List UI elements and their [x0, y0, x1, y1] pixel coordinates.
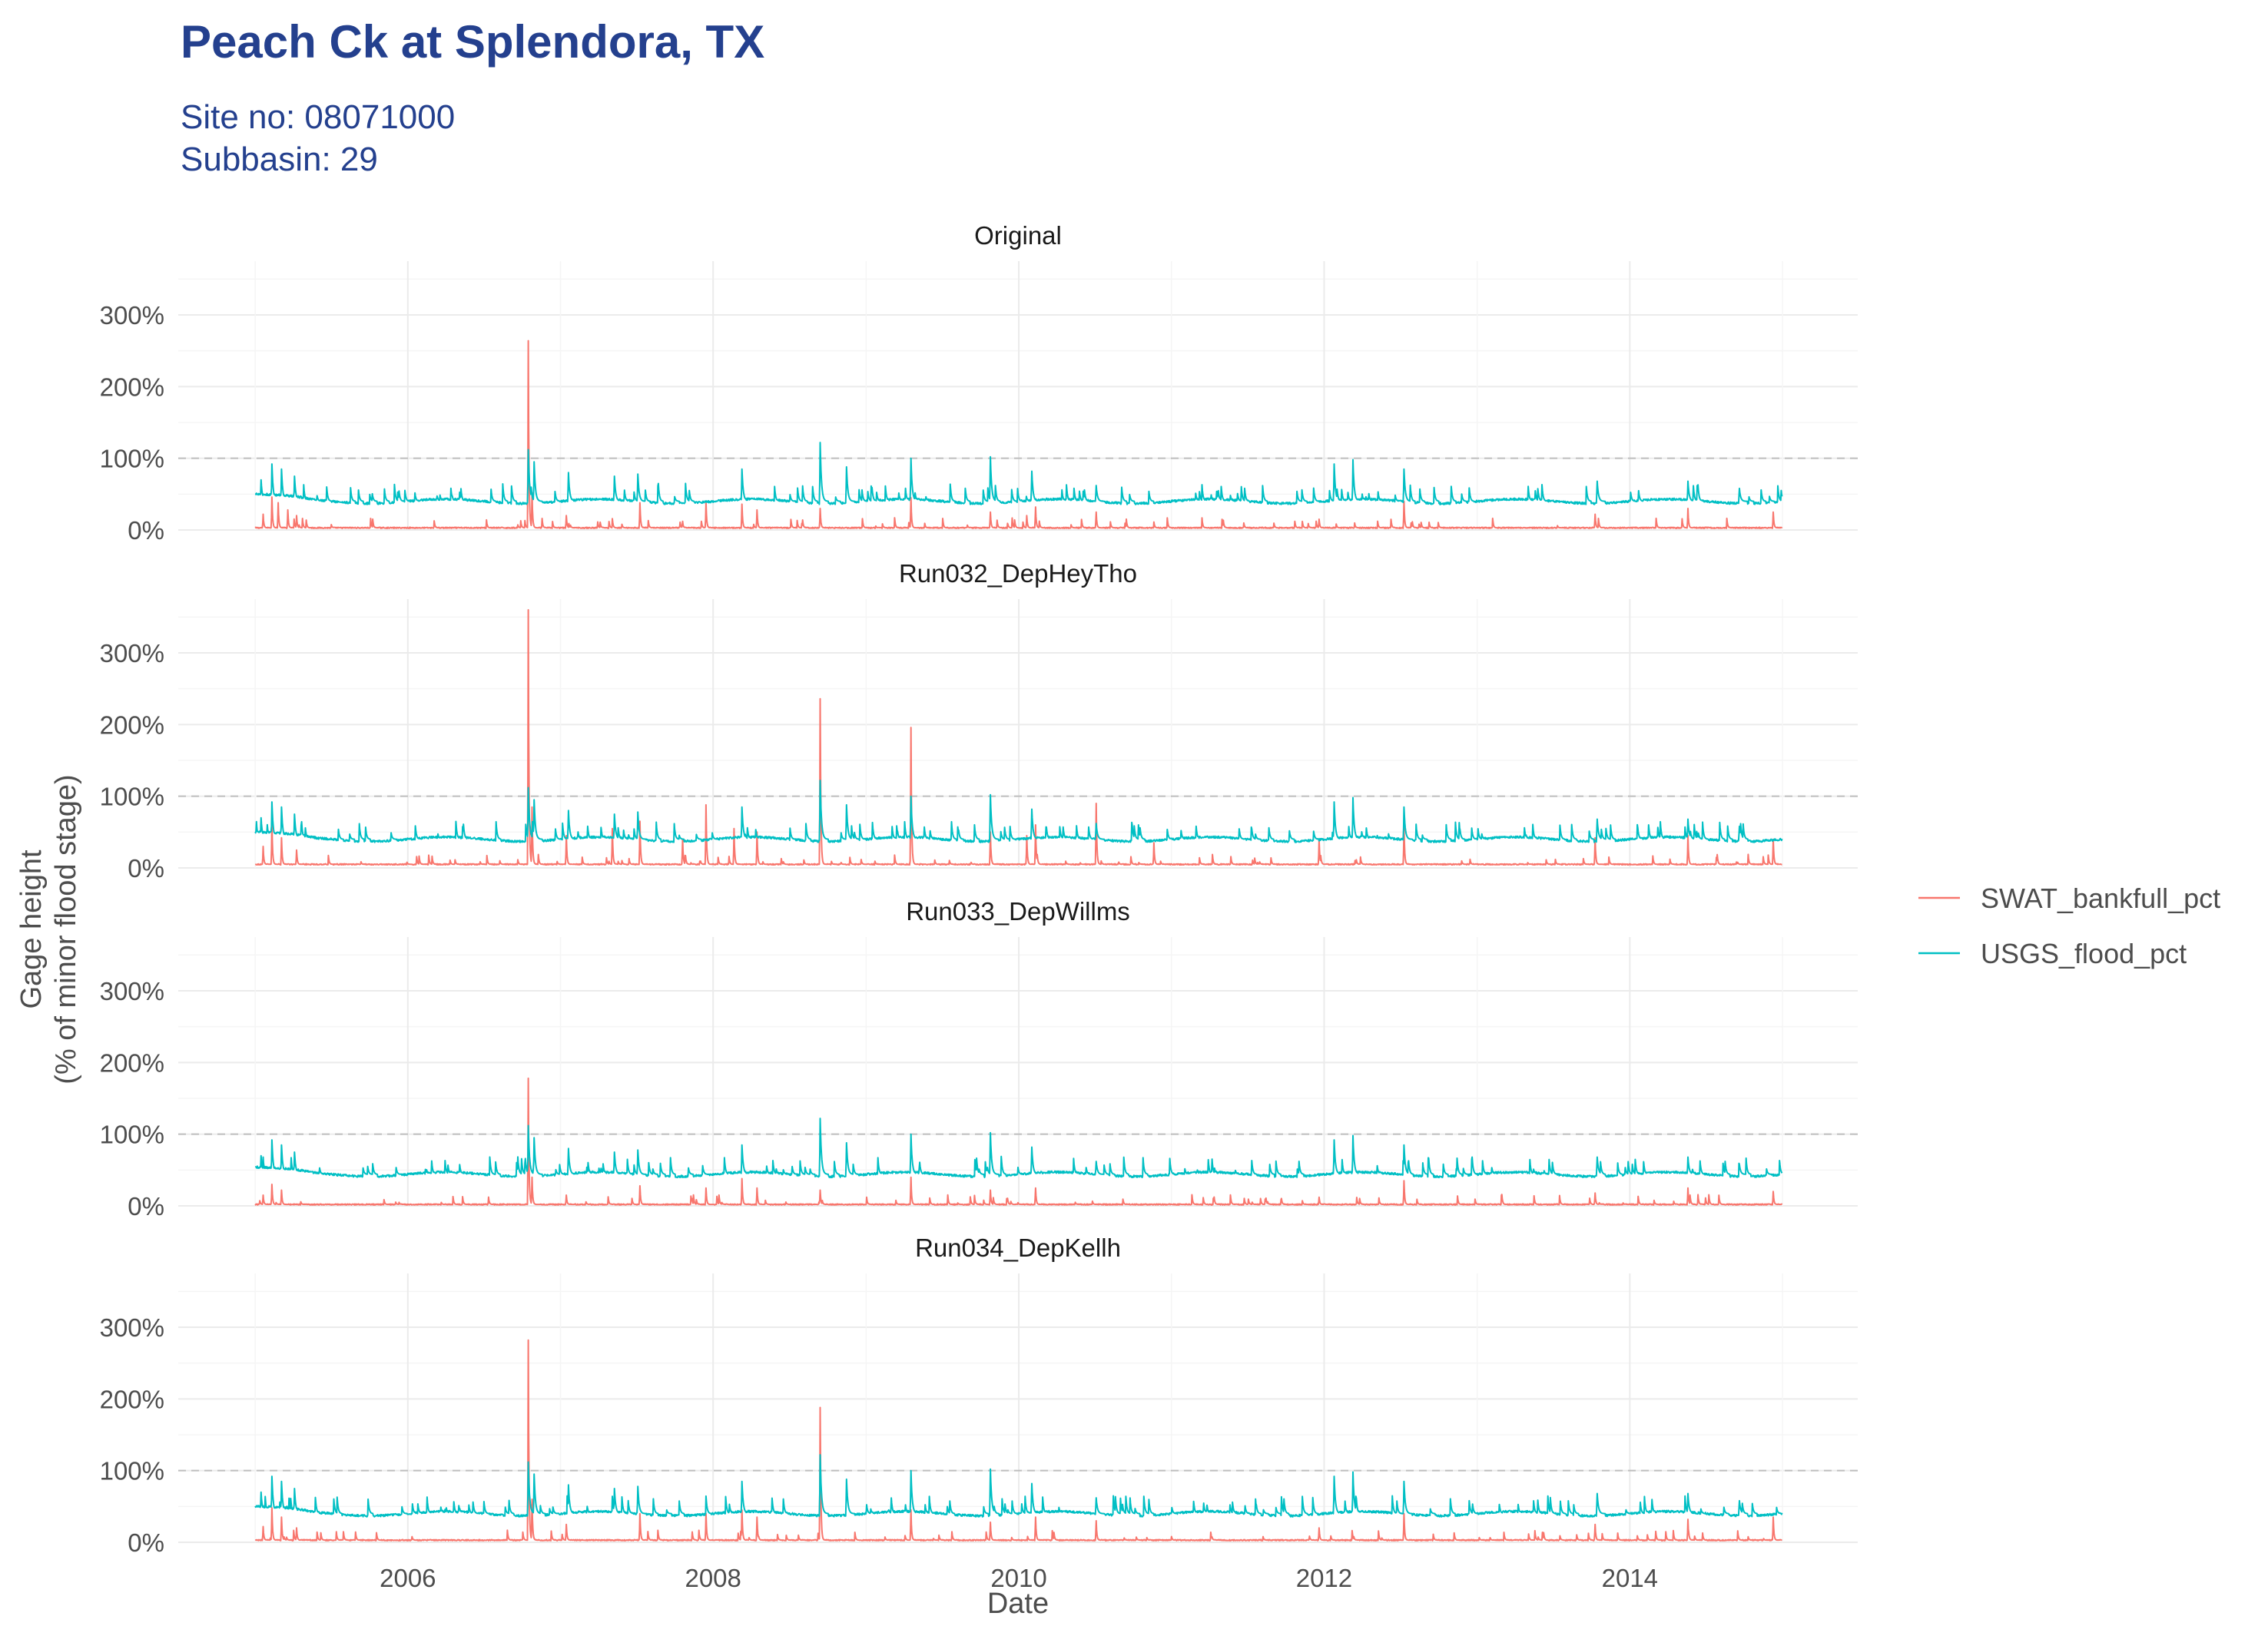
y-tick-label: 0% [128, 516, 164, 545]
series-line-usgs-flood-pct [254, 780, 1783, 843]
facet-panels: Original 0% 100% 200% 300% Run032_DepHeyTho 0%… [100, 221, 1858, 1557]
facet-panel: Original 0% 100% 200% 300% [100, 221, 1858, 545]
y-tick-label: 200% [100, 1048, 164, 1077]
facet-panel: Run034_DepKellh 0% 100% 200% 300% [100, 1234, 1858, 1557]
y-tick-label: 0% [128, 1192, 164, 1220]
x-tick-label: 2010 [990, 1564, 1046, 1592]
legend-label-swat: SWAT_bankfull_pct [1981, 883, 2220, 914]
x-tick-label: 2008 [685, 1564, 741, 1592]
series-line-usgs-flood-pct [254, 1454, 1783, 1518]
y-tick-label: 300% [100, 639, 164, 667]
y-tick-label: 0% [128, 854, 164, 883]
y-axis-title-line-1: Gage height [15, 849, 48, 1008]
y-tick-label: 300% [100, 977, 164, 1005]
series-line-usgs-flood-pct [254, 1118, 1783, 1179]
chart-title: Peach Ck at Splendora, TX [181, 16, 764, 68]
x-tick-label: 2006 [380, 1564, 436, 1592]
y-tick-label: 100% [100, 1457, 164, 1485]
x-axis-title: Date [987, 1588, 1049, 1620]
series-line-usgs-flood-pct [254, 442, 1783, 505]
y-tick-label: 300% [100, 1313, 164, 1342]
legend-label-usgs: USGS_flood_pct [1981, 938, 2187, 969]
facet-panel: Run033_DepWillms 0% 100% 200% 300% [100, 897, 1858, 1220]
y-tick-label: 100% [100, 445, 164, 473]
x-tick-label: 2012 [1296, 1564, 1352, 1592]
facet-strip-label: Run034_DepKellh [915, 1234, 1121, 1262]
y-tick-label: 200% [100, 1385, 164, 1413]
y-tick-label: 200% [100, 373, 164, 401]
facet-strip-label: Run032_DepHeyTho [899, 559, 1137, 588]
facet-strip-label: Original [974, 221, 1062, 250]
y-tick-label: 100% [100, 1121, 164, 1149]
chart-subtitle-line-1: Site no: 08071000 [181, 98, 455, 136]
facet-panel: Run032_DepHeyTho 0% 100% 200% 300% [100, 559, 1858, 883]
series-line-swat-bankfull-pct [254, 1077, 1783, 1206]
series-line-swat-bankfull-pct [254, 339, 1783, 529]
y-tick-label: 100% [100, 783, 164, 811]
x-axis: 2006 2008 2010 2012 2014 [380, 1564, 1658, 1592]
series-line-swat-bankfull-pct [254, 609, 1782, 866]
x-tick-label: 2014 [1602, 1564, 1658, 1592]
facet-strip-label: Run033_DepWillms [906, 897, 1130, 926]
chart-subtitle-line-2: Subbasin: 29 [181, 141, 378, 178]
y-tick-label: 0% [128, 1528, 164, 1557]
legend: SWAT_bankfull_pct USGS_flood_pct [1918, 883, 2220, 969]
series-line-swat-bankfull-pct [254, 1339, 1782, 1542]
y-tick-label: 200% [100, 710, 164, 739]
y-axis-title-line-2: (% of minor flood stage) [50, 774, 82, 1084]
y-tick-label: 300% [100, 301, 164, 330]
